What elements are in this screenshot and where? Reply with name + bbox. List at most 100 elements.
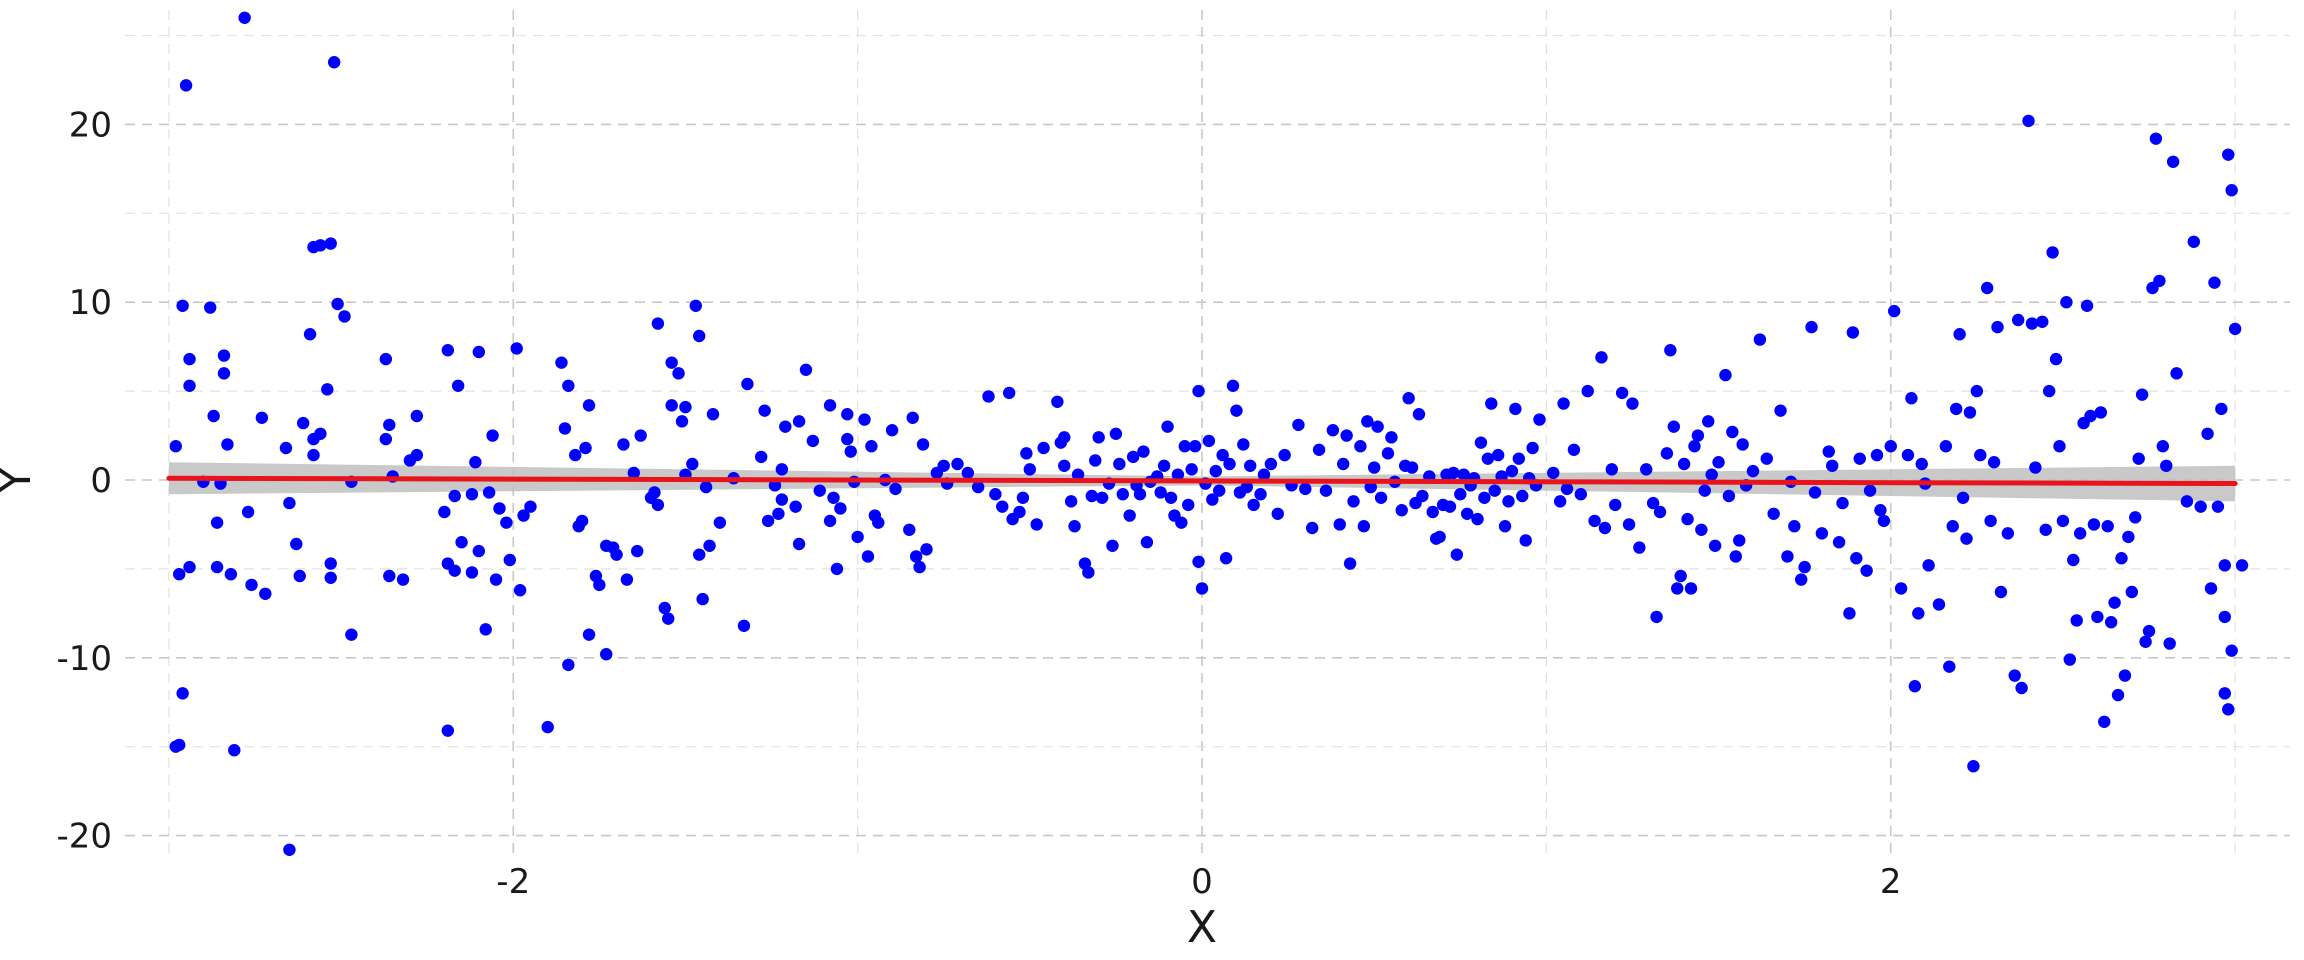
data-point (2008, 669, 2021, 682)
data-point (1498, 520, 1512, 533)
data-point (173, 738, 186, 752)
data-point (675, 415, 689, 428)
data-point (775, 493, 789, 506)
data-point (2101, 520, 2114, 533)
data-point (982, 390, 995, 403)
data-point (448, 489, 461, 503)
data-point (503, 553, 517, 567)
data-point (217, 367, 231, 380)
x-tick-label: 0 (1191, 862, 1213, 902)
data-point (758, 404, 771, 417)
y-tick-label: 10 (69, 283, 112, 323)
data-point (455, 536, 468, 549)
data-point (1433, 530, 1446, 544)
data-point (662, 612, 675, 625)
data-point (1058, 459, 1071, 472)
data-point (1691, 429, 1705, 442)
data-point (465, 488, 479, 501)
data-point (562, 379, 575, 392)
data-point (1481, 452, 1495, 465)
data-point (1949, 402, 1963, 416)
data-point (1202, 434, 1216, 448)
data-point (1781, 550, 1794, 563)
data-point (1367, 461, 1381, 474)
data-point (1030, 518, 1043, 531)
data-point (1491, 448, 1505, 462)
data-point (2036, 315, 2049, 328)
data-point (183, 352, 196, 366)
data-point (1254, 488, 1267, 501)
data-point (679, 400, 692, 414)
data-point (1116, 488, 1129, 501)
data-point (1085, 489, 1099, 503)
data-point (562, 658, 575, 672)
data-point (610, 548, 623, 561)
data-point (1161, 420, 1174, 433)
data-point (1178, 440, 1191, 453)
data-point (1405, 461, 1419, 474)
data-point (1216, 448, 1229, 462)
data-point (2228, 322, 2242, 336)
data-point (513, 584, 527, 597)
data-point (2080, 299, 2094, 312)
data-point (379, 432, 393, 446)
data-point (486, 429, 499, 442)
data-point (1626, 397, 1639, 410)
data-point (324, 571, 337, 584)
data-point (2125, 585, 2139, 599)
data-point (1502, 495, 1515, 508)
data-point (1526, 441, 1539, 455)
data-point (1509, 402, 1522, 416)
data-point (1474, 436, 1488, 449)
data-point (1154, 486, 1167, 499)
data-point (1123, 509, 1136, 522)
data-point (472, 345, 486, 359)
data-point (1557, 397, 1570, 410)
data-point (324, 237, 337, 250)
data-point (307, 448, 320, 462)
data-point (1567, 443, 1581, 456)
data-point (1333, 518, 1346, 531)
data-point (2222, 148, 2235, 161)
data-point (903, 523, 916, 536)
data-point (1884, 440, 1897, 453)
data-point (2060, 296, 2073, 309)
data-point (2218, 610, 2231, 624)
data-point (1071, 468, 1085, 481)
data-point (1175, 516, 1188, 529)
data-point (396, 573, 410, 586)
data-point (2087, 518, 2101, 531)
data-point (1171, 468, 1185, 481)
data-point (841, 432, 854, 446)
data-point (2001, 527, 2015, 540)
data-point (1726, 425, 1739, 439)
data-point (410, 409, 424, 423)
data-point (1695, 523, 1708, 536)
data-point (1454, 488, 1467, 501)
data-point (813, 484, 826, 497)
data-point (2187, 235, 2200, 248)
data-point (2180, 495, 2194, 508)
data-point (1299, 482, 1312, 496)
data-point (451, 379, 465, 392)
data-point (1457, 468, 1470, 481)
data-point (1188, 440, 1202, 453)
data-point (772, 507, 785, 520)
data-point (1677, 457, 1691, 471)
data-point (1560, 482, 1574, 496)
data-point (183, 379, 196, 392)
data-point (379, 352, 393, 366)
data-point (1219, 552, 1233, 565)
data-point (1505, 464, 1519, 478)
data-point (1605, 463, 1619, 476)
data-point (1733, 534, 1746, 547)
data-point (600, 648, 613, 661)
data-point (1195, 582, 1209, 595)
data-point (1089, 454, 1102, 467)
data-point (703, 539, 716, 552)
data-point (1877, 514, 1891, 528)
data-point (1984, 514, 1997, 528)
data-point (937, 459, 950, 472)
data-point (1581, 384, 1594, 398)
x-tick-label: -2 (496, 862, 530, 902)
